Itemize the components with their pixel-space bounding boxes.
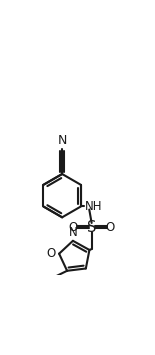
Text: O: O — [46, 247, 56, 260]
Text: NH: NH — [84, 200, 102, 213]
Text: S: S — [87, 220, 96, 235]
Text: N: N — [58, 135, 67, 147]
Text: N: N — [69, 226, 77, 239]
Text: O: O — [106, 221, 115, 234]
Text: O: O — [68, 221, 77, 234]
